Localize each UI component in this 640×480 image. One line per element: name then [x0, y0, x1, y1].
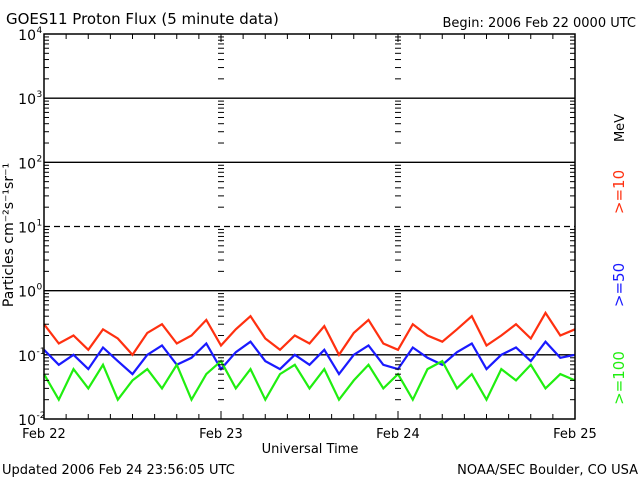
gridlines: [44, 97, 575, 356]
y-tick-label-exponent: -1: [37, 347, 46, 357]
x-tick-labels: Feb 22 Feb 23 Feb 24 Feb 25: [22, 427, 597, 442]
y-tick-label-base: 10: [18, 349, 36, 365]
y-tick-label-exponent: 4: [37, 26, 43, 36]
begin-label: Begin: 2006 Feb 22 0000 UTC: [442, 16, 636, 31]
y-tick-label-exponent: -2: [37, 411, 46, 421]
y-tick-label-exponent: 1: [37, 219, 43, 229]
legend-ge10: >=10: [610, 170, 628, 214]
y-tick-label-base: 10: [18, 156, 36, 172]
updated-timestamp: Updated 2006 Feb 24 23:56:05 UTC: [2, 463, 235, 478]
axis-ticks: [44, 34, 575, 419]
y-axis-label: Particles cm⁻²s⁻¹sr⁻¹: [1, 163, 17, 307]
y-tick-label-base: 10: [18, 28, 36, 44]
y-tick-label-exponent: 2: [37, 154, 43, 164]
x-tick-label: Feb 25: [553, 427, 597, 442]
y-tick-label-base: 10: [18, 92, 36, 108]
x-tick-label: Feb 24: [376, 427, 420, 442]
x-tick-label: Feb 22: [22, 427, 66, 442]
legend-ge50: >=50: [610, 263, 628, 307]
y-tick-label-base: 10: [18, 285, 36, 301]
chart-title: GOES11 Proton Flux (5 minute data): [6, 10, 279, 28]
series-line-ge50: [43, 339, 576, 377]
y-tick-label-exponent: 0: [37, 283, 43, 293]
series-line-ge10: [43, 310, 576, 357]
y-tick-label-exponent: 3: [37, 90, 43, 100]
x-tick-label: Feb 23: [199, 427, 243, 442]
legend-ge100: >=100: [610, 351, 628, 405]
legend-unit-mev: MeV: [613, 114, 628, 142]
y-tick-label-base: 10: [18, 413, 36, 429]
series-group: [43, 310, 576, 403]
series-line-ge100: [43, 359, 576, 403]
credit-label: NOAA/SEC Boulder, CO USA: [457, 463, 638, 478]
y-tick-label-base: 10: [18, 221, 36, 237]
x-axis-label: Universal Time: [262, 442, 359, 457]
